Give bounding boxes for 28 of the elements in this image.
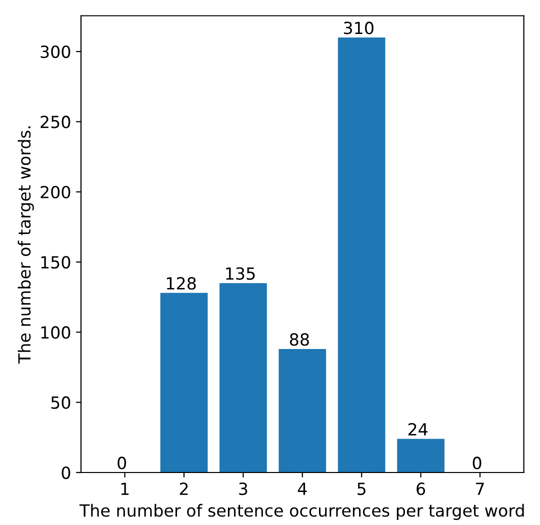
y-tick-label: 100 [41, 326, 70, 339]
x-tick-label: 5 [358, 482, 366, 496]
x-tick-label: 1 [121, 482, 129, 495]
x-axis-title: The number of sentence occurrences per target word [79, 504, 524, 520]
y-tick-label: 250 [40, 116, 70, 128]
data-label: 135 [226, 267, 255, 280]
data-label: 88 [290, 333, 309, 346]
data-label: 310 [344, 22, 374, 34]
x-tick-label: 2 [180, 482, 188, 495]
y-tick-label: 50 [51, 396, 70, 409]
y-tick-label: 200 [40, 186, 70, 198]
bar [220, 283, 267, 472]
bar [278, 349, 326, 472]
bar [160, 292, 208, 472]
data-label: 0 [118, 456, 126, 470]
x-tick-label: 7 [476, 482, 484, 495]
x-tick-label: 3 [239, 482, 248, 496]
bar [397, 438, 444, 472]
data-label: 0 [472, 456, 482, 470]
y-axis-title: The number of target words. [18, 126, 34, 364]
x-tick-label: 6 [416, 482, 426, 496]
y-tick-label: 300 [40, 45, 70, 58]
x-tick-label: 4 [298, 482, 307, 495]
y-tick-label: 150 [41, 256, 70, 269]
y-tick-label: 0 [62, 466, 70, 480]
bar [338, 38, 386, 472]
data-label: 24 [408, 422, 428, 436]
data-label: 128 [166, 277, 196, 290]
